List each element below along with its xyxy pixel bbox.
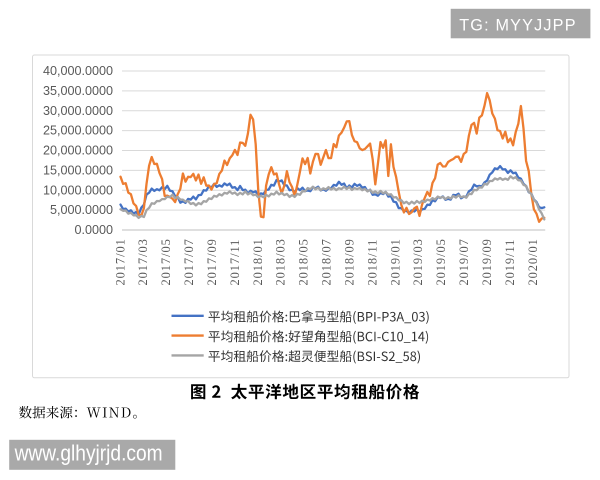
svg-text:0.0000: 0.0000: [74, 223, 113, 237]
svg-text:2019/11: 2019/11: [503, 239, 517, 286]
svg-text:www.glhyjrjd.com: www.glhyjrjd.com: [14, 441, 163, 466]
svg-text:15,000.0000: 15,000.0000: [43, 164, 113, 178]
svg-text:2018/03: 2018/03: [274, 238, 288, 285]
svg-text:10,000.0000: 10,000.0000: [43, 183, 113, 197]
svg-text:TG: MYYJJPP: TG: MYYJJPP: [459, 17, 575, 35]
svg-text:40,000.0000: 40,000.0000: [43, 64, 113, 78]
svg-text:35,000.0000: 35,000.0000: [43, 84, 113, 98]
svg-text:2017/03: 2017/03: [136, 238, 150, 285]
svg-text:2019/01: 2019/01: [388, 238, 402, 285]
svg-text:5,000.0000: 5,000.0000: [50, 203, 113, 217]
svg-text:2018/11: 2018/11: [365, 239, 379, 286]
svg-text:25,000.0000: 25,000.0000: [43, 124, 113, 138]
svg-text:2019/09: 2019/09: [480, 238, 494, 285]
svg-text:2018/09: 2018/09: [343, 238, 357, 285]
svg-text:2020/01: 2020/01: [526, 238, 540, 285]
svg-text:2018/07: 2018/07: [320, 238, 334, 285]
svg-text:2019/07: 2019/07: [457, 238, 471, 285]
svg-text:2017/11: 2017/11: [228, 239, 242, 286]
svg-text:2017/07: 2017/07: [182, 238, 196, 285]
svg-text:2018/05: 2018/05: [297, 238, 311, 285]
svg-text:20,000.0000: 20,000.0000: [43, 144, 113, 158]
svg-text:2017/05: 2017/05: [159, 238, 173, 285]
svg-text:2018/01: 2018/01: [251, 238, 265, 285]
svg-text:2017/01: 2017/01: [113, 238, 127, 285]
svg-text:2019/05: 2019/05: [434, 238, 448, 285]
svg-text:30,000.0000: 30,000.0000: [43, 104, 113, 118]
svg-text:2019/03: 2019/03: [411, 238, 425, 285]
svg-text:2017/09: 2017/09: [205, 238, 219, 285]
